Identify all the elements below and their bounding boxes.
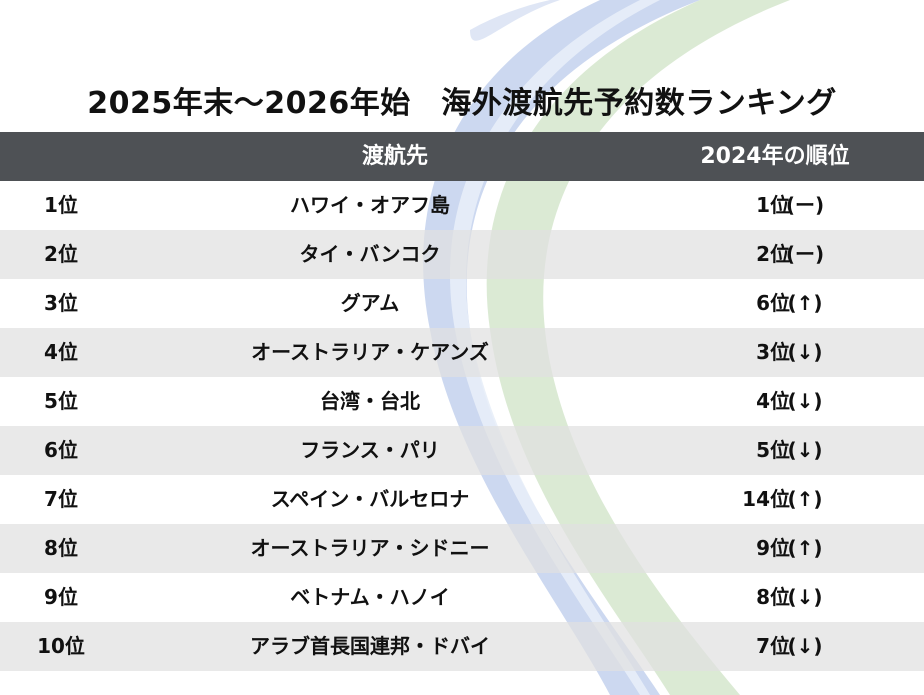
table-header: 渡航先 2024年の順位 <box>0 132 924 181</box>
trend-cell: (↑) <box>787 291 823 315</box>
previous-rank-cell: 8位 <box>756 585 790 609</box>
table-row: 9位 ベトナム・ハノイ 8位 (↓) <box>0 573 924 622</box>
trend-cell: (↓) <box>787 585 823 609</box>
previous-rank-cell: 6位 <box>756 291 790 315</box>
previous-rank-cell: 7位 <box>756 634 790 658</box>
trend-cell: (ー) <box>785 193 825 217</box>
destination-cell: 台湾・台北 <box>320 389 420 413</box>
destination-cell: ハワイ・オアフ島 <box>290 193 450 217</box>
table-row: 4位 オーストラリア・ケアンズ 3位 (↓) <box>0 328 924 377</box>
previous-rank-cell: 4位 <box>756 389 790 413</box>
table-row: 6位 フランス・パリ 5位 (↓) <box>0 426 924 475</box>
page-title: 2025年末～2026年始 海外渡航先予約数ランキング <box>87 86 837 121</box>
trend-cell: (↑) <box>787 487 823 511</box>
table-row: 5位 台湾・台北 4位 (↓) <box>0 377 924 426</box>
previous-rank-cell: 3位 <box>756 340 790 364</box>
trend-cell: (↓) <box>787 389 823 413</box>
rank-cell: 3位 <box>44 291 78 315</box>
table-row: 8位 オーストラリア・シドニー 9位 (↑) <box>0 524 924 573</box>
destination-cell: グアム <box>340 291 400 315</box>
previous-rank-cell: 14位 <box>742 487 790 511</box>
destination-cell: スペイン・バルセロナ <box>270 487 470 511</box>
rank-cell: 7位 <box>44 487 78 511</box>
rank-cell: 4位 <box>44 340 78 364</box>
table-row: 10位 アラブ首長国連邦・ドバイ 7位 (↓) <box>0 622 924 671</box>
rank-cell: 10位 <box>37 634 85 658</box>
previous-rank-cell: 9位 <box>756 536 790 560</box>
table-row: 2位 タイ・バンコク 2位 (ー) <box>0 230 924 279</box>
previous-rank-cell: 2位 <box>756 242 790 266</box>
header-previous-rank: 2024年の順位 <box>700 144 850 169</box>
table-row: 1位 ハワイ・オアフ島 1位 (ー) <box>0 181 924 230</box>
previous-rank-cell: 1位 <box>756 193 790 217</box>
header-destination: 渡航先 <box>361 144 428 169</box>
rank-cell: 1位 <box>44 193 78 217</box>
ranking-table: 渡航先 2024年の順位 1位 ハワイ・オアフ島 1位 (ー) 2位 タイ・バン… <box>0 132 924 671</box>
previous-rank-cell: 5位 <box>756 438 790 462</box>
destination-cell: オーストラリア・シドニー <box>250 536 490 560</box>
table-row: 7位 スペイン・バルセロナ 14位 (↑) <box>0 475 924 524</box>
trend-cell: (↓) <box>787 438 823 462</box>
destination-cell: オーストラリア・ケアンズ <box>251 340 489 364</box>
destination-cell: フランス・パリ <box>300 438 440 462</box>
rank-cell: 5位 <box>44 389 78 413</box>
table-row: 3位 グアム 6位 (↑) <box>0 279 924 328</box>
trend-cell: (ー) <box>785 242 825 266</box>
destination-cell: タイ・バンコク <box>299 242 441 266</box>
rank-cell: 8位 <box>44 536 78 560</box>
rank-cell: 9位 <box>44 585 78 609</box>
rank-cell: 2位 <box>44 242 78 266</box>
trend-cell: (↓) <box>787 340 823 364</box>
trend-cell: (↓) <box>787 634 823 658</box>
destination-cell: ベトナム・ハノイ <box>290 585 450 609</box>
trend-cell: (↑) <box>787 536 823 560</box>
rank-cell: 6位 <box>44 438 78 462</box>
destination-cell: アラブ首長国連邦・ドバイ <box>250 634 490 658</box>
